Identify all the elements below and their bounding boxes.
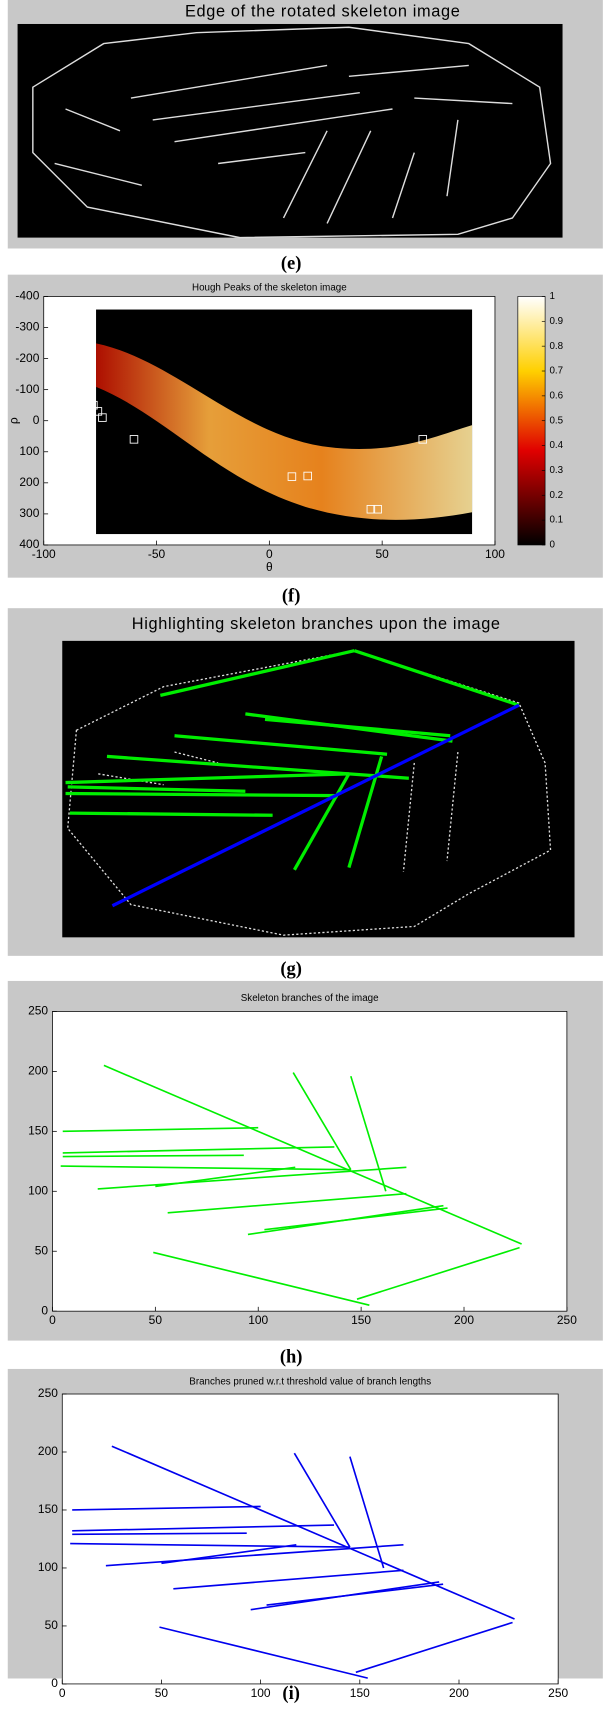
x-tick-label: 100 [248, 1313, 268, 1327]
y-tick-label: 400 [19, 537, 39, 551]
y-tick-label: -300 [15, 320, 39, 334]
colorbar-label: 0.3 [549, 465, 563, 476]
x-tick-label: -50 [148, 547, 166, 561]
x-tick-label: 250 [557, 1313, 577, 1327]
colorbar-label: 0.4 [549, 440, 563, 451]
y-tick-label: 50 [35, 1243, 49, 1257]
y-tick-label: 50 [45, 1618, 59, 1632]
colorbar-label: 0 [549, 540, 555, 551]
y-tick-label: -200 [15, 351, 39, 365]
chart-title: Skeleton branches of the image [241, 993, 379, 1004]
caption: (e) [281, 253, 302, 274]
axes-bg [62, 1394, 558, 1684]
y-tick-label: 150 [38, 1502, 58, 1516]
y-axis-label: ρ [6, 417, 20, 424]
x-tick-label: 200 [449, 1686, 469, 1700]
y-tick-label: 0 [51, 1676, 58, 1690]
colorbar-label: 0.8 [549, 341, 563, 352]
page: {"figure": {"panels": [ {"title": "Edge … [0, 0, 603, 1709]
x-tick-label: 150 [350, 1686, 370, 1700]
colorbar-label: 0.7 [549, 366, 563, 377]
colorbar-label: 0.9 [549, 316, 563, 327]
x-tick-label: 50 [375, 547, 389, 561]
x-tick-label: 150 [351, 1313, 371, 1327]
y-tick-label: 100 [19, 444, 39, 458]
x-tick-label: 100 [251, 1686, 271, 1700]
x-tick-label: 0 [49, 1313, 56, 1327]
colorbar-label: 0.5 [549, 415, 563, 426]
x-tick-label: 100 [485, 547, 505, 561]
y-tick-label: 200 [28, 1064, 48, 1078]
colorbar-label: 1 [549, 291, 554, 302]
image-title: Highlighting skeleton branches upon the … [132, 615, 501, 633]
caption: (i) [282, 1683, 299, 1704]
figure: (e) Edge of the rotated skeleton image H… [0, 0, 603, 1709]
x-tick-label: 200 [454, 1313, 474, 1327]
y-tick-label: 250 [28, 1004, 48, 1018]
colorbar-label: 0.6 [549, 390, 563, 401]
y-tick-label: -400 [15, 289, 39, 303]
branch [72, 1533, 247, 1534]
colorbar-label: 0.2 [549, 490, 563, 501]
x-tick-label: 250 [548, 1686, 568, 1700]
y-tick-label: 0 [41, 1303, 48, 1317]
colorbar [518, 296, 545, 545]
y-tick-label: 200 [19, 475, 39, 489]
caption: (h) [280, 1346, 303, 1367]
caption: (f) [282, 586, 301, 607]
chart-title: Hough Peaks of the skeleton image [192, 282, 347, 293]
x-tick-label: 0 [59, 1686, 66, 1700]
y-tick-label: 100 [38, 1560, 58, 1574]
image-title: Edge of the rotated skeleton image [185, 2, 461, 20]
x-tick-label: 0 [266, 547, 273, 561]
y-tick-label: 200 [38, 1444, 58, 1458]
y-tick-label: 300 [19, 506, 39, 520]
x-axis-label: θ [266, 560, 273, 574]
y-tick-label: 250 [38, 1386, 58, 1400]
y-tick-label: 150 [28, 1124, 48, 1138]
chart-title: Branches pruned w.r.t threshold value of… [189, 1377, 431, 1388]
y-tick-label: -100 [15, 382, 39, 396]
colorbar-label: 0.1 [549, 515, 563, 526]
y-tick-label: 0 [33, 413, 40, 427]
axes-bg [52, 1011, 566, 1311]
x-tick-label: 50 [149, 1313, 163, 1327]
y-tick-label: 100 [28, 1183, 48, 1197]
caption: (g) [280, 958, 302, 979]
x-tick-label: 50 [155, 1686, 169, 1700]
